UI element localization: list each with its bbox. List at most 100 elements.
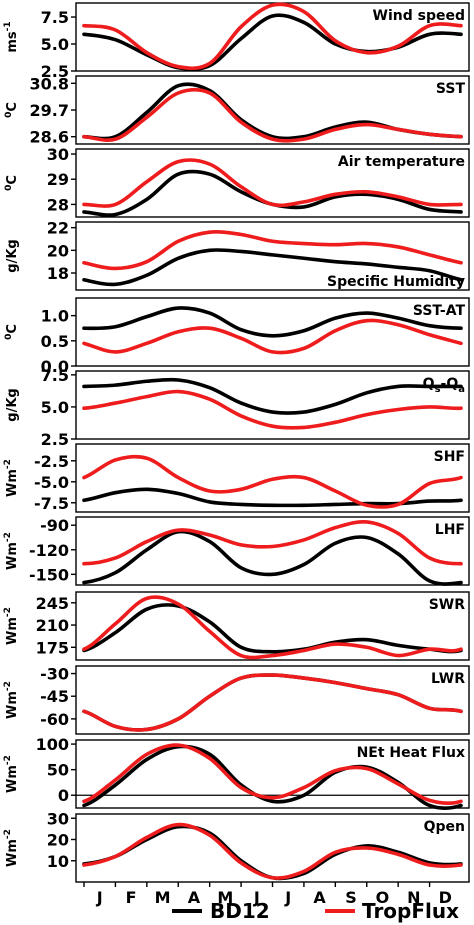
y-tick-label: 30 — [47, 145, 69, 164]
x-tick-label-7: J — [284, 888, 291, 907]
y-unit-label: Wm-2 — [3, 681, 20, 719]
y-tick-label: -60 — [40, 710, 69, 729]
y-tick-label: 7.5 — [41, 8, 69, 27]
y-unit-label: Wm-2 — [3, 755, 20, 793]
series-line-bd12 — [82, 824, 463, 881]
series-line-tropflux — [82, 2, 463, 71]
x-tick-label-9: S — [345, 888, 357, 907]
y-tick-label: 0.0 — [41, 357, 69, 376]
series-line-tropflux — [82, 87, 463, 143]
y-tick-label: -150 — [29, 565, 69, 584]
y-tick-label: 7.5 — [41, 366, 69, 385]
panel-title: SST-AT — [413, 303, 466, 319]
y-tick-label: 100 — [36, 735, 69, 754]
y-tick-label: -45 — [40, 687, 69, 706]
panel-title: LHF — [435, 522, 465, 538]
panel-11: 0 50 100 NEt Heat Flux Wm-2 — [3, 735, 470, 810]
y-tick-label: 10 — [47, 852, 69, 871]
panel-4: 18 20 22 Specific Humidity g/Kg — [5, 219, 470, 291]
y-tick-label: 5.0 — [41, 398, 69, 417]
y-unit-label: g/Kg — [5, 239, 20, 272]
y-tick-label: -2.5 — [34, 452, 69, 471]
panel-frame — [75, 665, 470, 735]
series-line-tropflux — [82, 673, 463, 732]
y-tick-label: 245 — [36, 594, 69, 613]
series-line-tropflux — [82, 822, 463, 880]
y-tick-label: -120 — [29, 541, 69, 560]
y-tick-label: 30 — [47, 809, 69, 828]
y-tick-label: 29.7 — [30, 101, 69, 120]
y-tick-label: 20 — [47, 241, 69, 260]
panel-frame — [75, 591, 470, 661]
series-line-tropflux — [82, 743, 463, 806]
panel-frame — [75, 370, 470, 440]
panel-frame — [75, 148, 470, 218]
y-tick-label: 18 — [47, 264, 69, 283]
panel-frame — [75, 297, 470, 367]
panel-3: 28 29 30 Air temperature 0C — [4, 145, 470, 218]
panel-12: 10 20 30 Qpen Wm-2 — [3, 809, 470, 883]
x-tick-label-6: J — [253, 888, 260, 907]
series-line-tropflux — [82, 318, 463, 355]
y-tick-label: 2.5 — [41, 430, 69, 449]
panel-1: 2.5 5.0 7.5 Wind speed ms-1 — [3, 2, 470, 81]
panel-title: NEt Heat Flux — [357, 745, 465, 761]
y-tick-label: 1.0 — [41, 307, 69, 326]
y-unit-label: 0C — [4, 324, 20, 340]
y-tick-label: 0 — [58, 786, 69, 805]
panel-8: -150 -120 -90 LHF Wm-2 — [3, 516, 470, 586]
series-line-bd12 — [82, 603, 463, 654]
y-unit-label: Wm-2 — [3, 459, 20, 497]
y-tick-label: 2.5 — [41, 62, 69, 81]
panel-title: Specific Humidity — [327, 274, 465, 290]
y-tick-label: 175 — [36, 638, 69, 657]
series-line-tropflux — [82, 595, 463, 660]
panel-10: -60 -45 -30 LWR Wm-2 — [3, 665, 470, 735]
panels-group: 2.5 5.0 7.5 Wind speed ms-1 28.6 29.7 30.8 SST 0C… — [3, 2, 470, 883]
series-line-tropflux — [82, 158, 463, 208]
y-tick-label: 20 — [47, 831, 69, 850]
x-tick-label-3: M — [155, 888, 171, 907]
series-line-tropflux — [82, 454, 463, 509]
y-unit-label: 0C — [4, 175, 20, 191]
panel-title: Qs-Qa — [423, 376, 465, 395]
y-unit-label: Wm-2 — [3, 532, 20, 570]
panel-title: SHF — [434, 449, 465, 465]
panel-frame — [75, 221, 470, 291]
series-line-bd12 — [82, 248, 463, 287]
series-line-bd12 — [82, 529, 463, 586]
panel-7: -7.5 -5.0 -2.5 SHF Wm-2 — [3, 443, 470, 513]
legend-label-bd12: BD12 — [210, 899, 270, 923]
y-unit-label: Wm-2 — [3, 607, 20, 645]
y-unit-label: g/Kg — [5, 388, 20, 421]
x-tick-label-12: D — [439, 888, 452, 907]
y-tick-label: 30.8 — [30, 74, 69, 93]
series-line-tropflux — [82, 519, 463, 566]
x-tick-label-5: M — [217, 888, 233, 907]
series-line-bd12 — [82, 673, 463, 732]
y-tick-label: 22 — [47, 219, 69, 238]
x-tick-label-10: O — [376, 888, 390, 907]
x-tick-label-8: A — [313, 888, 326, 907]
panel-frame — [75, 2, 470, 72]
panel-title: Qpen — [424, 819, 465, 835]
panel-frame — [75, 75, 470, 145]
y-tick-label: 5.0 — [41, 35, 69, 54]
x-tick-label-2: F — [126, 888, 137, 907]
y-tick-label: -5.0 — [34, 473, 69, 492]
y-tick-label: -30 — [40, 665, 69, 684]
series-line-bd12 — [82, 169, 463, 217]
series-line-tropflux — [82, 230, 463, 271]
panel-title: SST — [436, 81, 466, 97]
x-tick-label-11: N — [407, 888, 420, 907]
y-tick-label: 29 — [47, 170, 69, 189]
y-unit-label: Wm-2 — [3, 829, 20, 867]
panel-9: 175 210 245 SWR Wm-2 — [3, 591, 470, 661]
y-tick-label: -90 — [40, 516, 69, 535]
panel-frame — [75, 443, 470, 513]
panel-title: LWR — [431, 671, 465, 687]
panel-6: 2.5 5.0 7.5 Qs-Qa g/Kg — [5, 366, 470, 449]
y-tick-label: 50 — [47, 761, 69, 780]
